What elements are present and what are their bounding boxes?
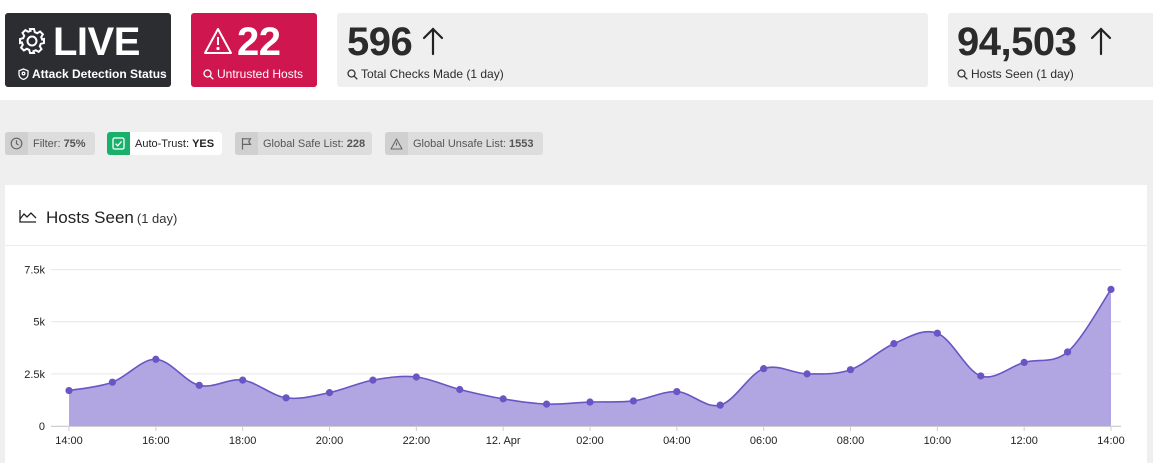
x-tick-label: 06:00 <box>750 435 778 447</box>
data-point <box>716 401 724 409</box>
data-point <box>890 340 898 348</box>
data-point <box>195 381 203 389</box>
warning-icon <box>385 132 408 155</box>
hosts-seen-label: Hosts Seen (1 day) <box>957 67 1074 81</box>
live-status-value: LIVE <box>53 20 140 64</box>
x-tick-label: 12:00 <box>1010 435 1038 447</box>
data-point <box>412 373 420 381</box>
hosts-seen-chart-panel: Hosts Seen (1 day) 0 2.5k 5k 7.5k 14:00 16:00 1… <box>5 185 1147 463</box>
data-point <box>1107 285 1115 294</box>
data-point <box>803 370 811 378</box>
unsafe-list-label: Global Unsafe List: <box>413 137 506 150</box>
y-tick-label: 0 <box>39 421 45 433</box>
total-checks-label: Total Checks Made (1 day) <box>347 67 504 81</box>
data-point <box>673 387 681 396</box>
data-point <box>933 329 941 337</box>
checkbox-checked-icon <box>107 132 130 155</box>
up-arrow-icon <box>1089 25 1113 62</box>
safe-list-value: 228 <box>346 137 366 150</box>
area-chart-icon <box>19 209 37 228</box>
untrusted-hosts-tile[interactable]: 22 Untrusted Hosts <box>191 13 317 87</box>
up-arrow-icon <box>421 25 445 62</box>
data-point <box>325 389 334 397</box>
x-tick-label: 22:00 <box>403 435 431 447</box>
y-tick-label: 2.5k <box>24 369 45 381</box>
filter-value: 75% <box>63 137 86 150</box>
auto-trust-label: Auto-Trust: <box>135 137 189 150</box>
flag-icon <box>235 132 258 155</box>
data-point <box>977 372 985 380</box>
safe-list-label: Global Safe List: <box>263 137 344 150</box>
x-tick-label: 12. Apr <box>486 435 521 447</box>
x-tick-label: 02:00 <box>576 435 604 447</box>
x-tick-label: 08:00 <box>837 435 865 447</box>
untrusted-hosts-count: 22 <box>237 20 281 64</box>
x-tick-label: 16:00 <box>142 435 170 447</box>
data-point <box>282 394 290 402</box>
data-point <box>629 397 638 405</box>
hosts-seen-value: 94,503 <box>957 20 1077 64</box>
chart-title: Hosts Seen (1 day) <box>46 208 178 227</box>
filter-label: Filter: <box>33 137 61 150</box>
total-checks-tile[interactable]: 596 Total Checks Made (1 day) <box>337 13 928 87</box>
untrusted-hosts-label: Untrusted Hosts <box>203 67 303 81</box>
x-tick-label: 14:00 <box>1097 435 1125 447</box>
y-tick-label: 7.5k <box>24 265 45 277</box>
data-point <box>152 355 160 363</box>
data-point <box>586 398 594 406</box>
search-icon <box>957 69 968 80</box>
data-point <box>1020 358 1028 366</box>
x-tick-label: 18:00 <box>229 435 257 447</box>
attack-detection-status-tile[interactable]: LIVE Attack Detection Status <box>5 13 171 87</box>
x-tick-label: 10:00 <box>924 435 952 447</box>
x-tick-label: 20:00 <box>316 435 344 447</box>
data-point <box>760 365 768 373</box>
chart-subtitle: (1 day) <box>136 211 178 226</box>
global-unsafe-list-chip[interactable]: Global Unsafe List: 1553 <box>385 132 543 155</box>
shield-icon <box>18 68 29 81</box>
hosts-seen-area-chart: 0 2.5k 5k 7.5k 14:00 16:00 18:00 20:00 22:00 12. … <box>24 265 1125 447</box>
data-point <box>108 378 117 386</box>
auto-trust-value: YES <box>192 137 215 150</box>
data-point <box>1063 348 1072 356</box>
chart-panel-header: Hosts Seen (1 day) <box>5 185 1147 246</box>
attack-detection-status-label: Attack Detection Status <box>18 67 167 81</box>
data-point <box>369 376 377 384</box>
warning-icon <box>203 27 233 60</box>
x-tick-label: 14:00 <box>55 435 83 447</box>
data-point <box>846 366 855 374</box>
filter-chip[interactable]: Filter: 75% <box>5 132 95 155</box>
total-checks-value: 596 <box>347 20 413 64</box>
data-point <box>65 386 73 395</box>
y-tick-label: 5k <box>33 317 45 329</box>
auto-trust-chip[interactable]: Auto-Trust: YES <box>107 132 222 155</box>
clock-icon <box>5 132 28 155</box>
search-icon <box>347 69 358 80</box>
unsafe-list-value: 1553 <box>509 137 534 150</box>
hosts-seen-tile[interactable]: 94,503 Hosts Seen (1 day) <box>948 13 1153 87</box>
search-icon <box>203 69 214 80</box>
global-safe-list-chip[interactable]: Global Safe List: 228 <box>235 132 372 155</box>
area-fill <box>69 289 1111 426</box>
data-point <box>499 395 507 403</box>
x-tick-label: 04:00 <box>663 435 691 447</box>
data-point <box>239 376 247 384</box>
data-point <box>456 385 464 394</box>
gear-icon <box>17 26 47 61</box>
data-point <box>542 400 551 408</box>
